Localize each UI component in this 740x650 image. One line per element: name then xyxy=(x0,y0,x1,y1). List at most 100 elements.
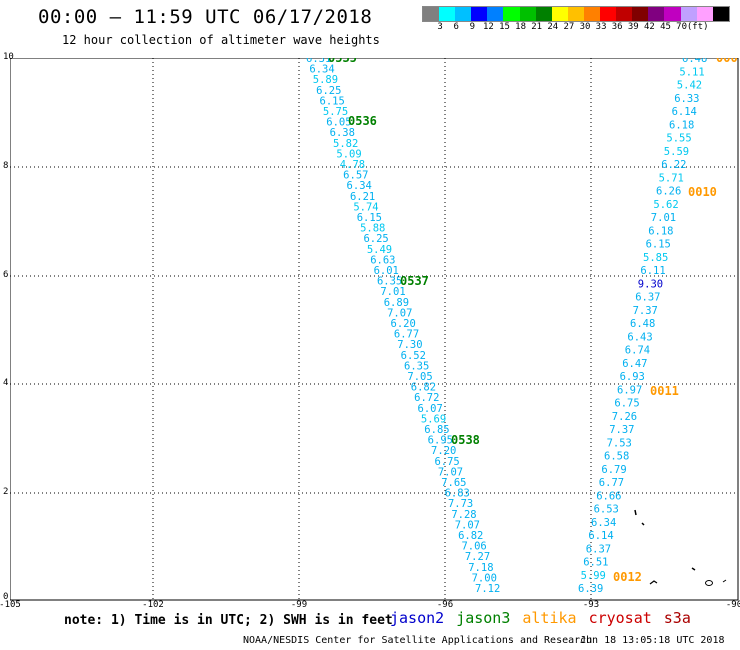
legend-swatch xyxy=(487,7,504,21)
wave-height-value: 6.21 xyxy=(350,191,375,203)
wave-height-value: 7.07 xyxy=(387,307,412,319)
wave-height-value: 6.38 xyxy=(330,127,355,139)
wave-height-value: 6.83 xyxy=(445,488,470,500)
wave-height-value: 6.15 xyxy=(320,95,345,107)
wave-height-value: 5.82 xyxy=(333,138,358,150)
legend-swatch xyxy=(535,7,552,21)
wave-height-value: 7.01 xyxy=(651,212,676,224)
wave-height-value: 7.00 xyxy=(472,572,497,584)
wave-height-value: 5.62 xyxy=(653,199,678,211)
legend-tick-label: 15 xyxy=(499,22,510,32)
wave-height-value: 6.11 xyxy=(640,265,665,277)
legend-tick-label: 33 xyxy=(595,22,607,32)
altika-pass-label: 0010 xyxy=(688,185,717,199)
units-note: note: 1) Time is in UTC; 2) SWH is in fe… xyxy=(64,613,393,628)
legend-swatch xyxy=(567,7,584,21)
wave-height-value: 7.73 xyxy=(448,498,473,510)
wave-height-value: 5.69 xyxy=(421,413,446,425)
jason3-pass-label: 0536 xyxy=(348,114,377,128)
coastline xyxy=(634,509,727,586)
legend-tick-label: 12 xyxy=(482,22,494,32)
longitude-label: -96 xyxy=(436,600,454,610)
wave-height-value: 9.30 xyxy=(638,278,663,290)
legend-tick-label: 27 xyxy=(563,22,575,32)
wave-height-value: 7.01 xyxy=(380,286,405,298)
wave-height-value: 7.20 xyxy=(431,445,456,457)
wave-height-value: 6.52 xyxy=(401,350,426,362)
legend-swatch xyxy=(632,7,649,21)
wave-height-value: 6.25 xyxy=(363,233,388,245)
wave-height-value: 7.26 xyxy=(612,411,637,423)
wave-height-value: 6.57 xyxy=(343,170,368,182)
legend-tick-label: 9 xyxy=(469,22,476,32)
wave-height-value: 6.01 xyxy=(374,265,399,277)
wave-height-value: 6.15 xyxy=(646,239,671,251)
wave-height-value: 5.99 xyxy=(581,570,606,582)
wave-height-value: 6.34 xyxy=(309,64,334,76)
wave-height-value: 6.82 xyxy=(411,382,436,394)
wave-height-value: 5.49 xyxy=(367,244,392,256)
page-title: 00:00 – 11:59 UTC 06/17/2018 xyxy=(38,6,373,28)
longitude-label: -105 xyxy=(0,600,21,610)
wave-height-value: 6.34 xyxy=(591,517,616,529)
wave-height-value: 7.53 xyxy=(607,437,632,449)
wave-height-value: 6.39 xyxy=(578,583,603,595)
legend-tick-label: 70 xyxy=(676,22,688,32)
wave-height-value: 6.14 xyxy=(672,106,697,118)
wave-height-value: 6.07 xyxy=(418,403,443,415)
wave-height-value: 7.06 xyxy=(461,541,486,553)
wave-height-value: 7.37 xyxy=(609,424,634,436)
wave-height-value: 6.15 xyxy=(357,212,382,224)
wave-height-value: 6.18 xyxy=(669,119,694,131)
latitude-label: 10 xyxy=(3,52,14,62)
jason3-track: 6.316.345.896.256.155.756.056.385.825.09… xyxy=(306,58,500,595)
color-scale-legend xyxy=(422,6,730,22)
legend-swatch xyxy=(583,7,601,21)
legend-swatch xyxy=(439,7,456,21)
wave-height-value: 6.85 xyxy=(424,424,449,436)
wave-height-value: 5.42 xyxy=(677,80,702,92)
wave-height-value: 7.65 xyxy=(441,477,466,489)
wave-height-value: 7.30 xyxy=(397,339,422,351)
wave-height-value: 5.55 xyxy=(666,133,691,145)
legend-tick-label: 3 xyxy=(437,22,443,32)
wave-height-value: 5.71 xyxy=(659,172,684,184)
wave-height-value: 5.88 xyxy=(360,223,385,235)
wave-height-value: 6.18 xyxy=(648,225,673,237)
wave-height-value: 5.09 xyxy=(336,148,361,160)
wave-height-value: 7.07 xyxy=(438,466,463,478)
wave-height-value: 6.43 xyxy=(627,331,652,343)
legend-tick-label: 39 xyxy=(627,22,639,32)
legend-tick-label: (ft) xyxy=(686,22,709,32)
grid-lines xyxy=(10,58,738,600)
legend-tick-label: 45 xyxy=(660,22,671,32)
legend-tick-label: 24 xyxy=(547,22,559,32)
wave-height-value: 6.93 xyxy=(620,371,645,383)
legend-swatch xyxy=(696,7,713,21)
satellite-legend-s3a: s3a xyxy=(663,609,691,627)
latitude-label: 2 xyxy=(3,487,9,497)
legend-swatch xyxy=(712,7,729,21)
wave-height-value: 6.31 xyxy=(306,58,331,65)
wave-height-value: 6.05 xyxy=(326,117,351,129)
wave-height-value: 6.95 xyxy=(428,435,453,447)
longitude-label: -93 xyxy=(582,600,600,610)
legend-swatch xyxy=(503,7,520,21)
altika-pass-label: 0011 xyxy=(650,384,679,398)
jason3-pass-label: 0537 xyxy=(400,274,429,288)
wave-height-value: 6.25 xyxy=(316,85,341,97)
wave-height-value: 6.26 xyxy=(656,186,681,198)
wave-height-value: 6.97 xyxy=(617,384,642,396)
wave-height-value: 6.37 xyxy=(635,292,660,304)
wave-height-value: 6.51 xyxy=(583,557,608,569)
legend-tick-label: 30 xyxy=(579,22,591,32)
wave-height-value: 6.63 xyxy=(370,254,395,266)
satellite-legend-jason3: jason3 xyxy=(456,609,511,627)
wave-height-value: 6.79 xyxy=(601,464,626,476)
legend-swatch xyxy=(648,7,665,21)
color-scale-labels: 3 6 9 12 15 18 21 24 27 30 33 36 39 42 45 70 (ft) xyxy=(422,22,732,34)
wave-height-value: 6.77 xyxy=(599,477,624,489)
legend-swatch xyxy=(519,7,536,21)
wave-height-value: 7.07 xyxy=(455,519,480,531)
